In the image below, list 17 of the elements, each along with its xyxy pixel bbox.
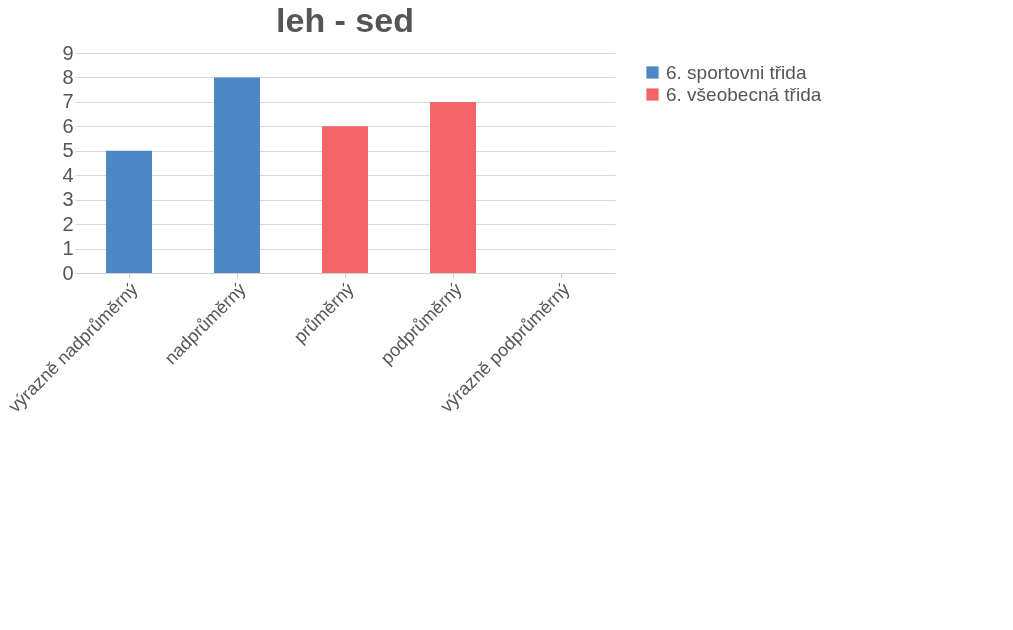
y-tick-label: 7	[62, 90, 74, 113]
bar	[322, 126, 368, 273]
bar	[214, 77, 260, 273]
y-tick-label: 9	[62, 41, 74, 64]
bar	[106, 150, 152, 273]
legend-label: 6. všeobecná třida	[666, 83, 822, 105]
chart-title: leh - sed	[276, 1, 414, 39]
y-tick-label: 0	[62, 261, 74, 284]
legend-label: 6. sportovni třida	[666, 61, 807, 83]
y-tick-label: 3	[62, 188, 74, 211]
bar	[430, 101, 476, 273]
y-tick-label: 4	[62, 163, 74, 186]
y-tick-label: 8	[62, 65, 74, 88]
y-tick-label: 6	[62, 114, 74, 137]
y-tick-label: 5	[62, 139, 74, 162]
y-tick-label: 2	[62, 212, 74, 235]
y-tick-label: 1	[62, 237, 74, 260]
